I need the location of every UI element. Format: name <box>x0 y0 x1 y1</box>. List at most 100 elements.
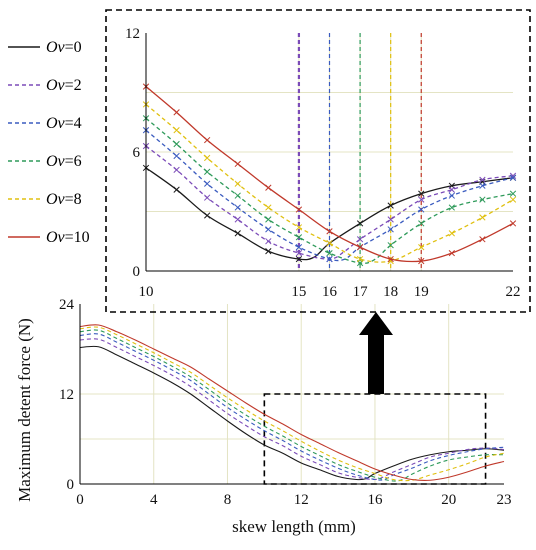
inset-y-tick-label: 12 <box>125 26 140 42</box>
inset-marker <box>448 192 455 199</box>
inset-marker <box>173 127 180 134</box>
inset-marker <box>479 236 486 243</box>
inset-marker <box>356 220 364 227</box>
inset-marker <box>204 194 211 201</box>
main-series-group <box>79 324 505 482</box>
inset-marker <box>418 244 425 251</box>
legend-item: Ov=0 <box>8 39 82 56</box>
inset-marker <box>418 190 425 197</box>
main-x-tick-label: 12 <box>294 492 309 508</box>
main-series-line-1 <box>79 338 505 481</box>
main-x-tick-label: 0 <box>76 492 84 508</box>
inset-marker <box>204 212 211 219</box>
legend-label: Ov=10 <box>46 229 90 246</box>
inset-marker <box>387 216 394 223</box>
legend-label: Ov=8 <box>46 191 82 208</box>
legend-item: Ov=10 <box>8 229 90 246</box>
legend-label: Ov=6 <box>46 153 82 170</box>
inset-marker <box>173 152 180 160</box>
inset-marker <box>173 140 180 148</box>
inset-tick-labels: 10 15 16 17 18 19 22 0 6 12 <box>125 26 521 300</box>
inset-marker <box>265 216 272 223</box>
inset-x-tick-label: 22 <box>506 284 521 300</box>
inset-marker <box>326 249 333 257</box>
inset-marker <box>418 257 425 265</box>
inset-marker <box>356 244 364 251</box>
inset-marker <box>173 109 180 116</box>
main-y-tick-label: 12 <box>59 387 74 403</box>
legend-label: Ov=0 <box>46 39 82 56</box>
main-series-line-4 <box>79 326 505 482</box>
inset-marker <box>448 186 455 193</box>
main-x-tick-label: 4 <box>150 492 158 508</box>
main-tick-labels: 0 4 8 12 16 20 23 0 12 24 <box>59 297 512 508</box>
main-x-tick-label: 8 <box>224 492 232 508</box>
inset-marker <box>448 204 455 211</box>
legend-label: Ov=2 <box>46 77 82 94</box>
inset-marker <box>173 166 180 174</box>
inset-marker <box>448 249 455 257</box>
inset-marker <box>204 180 211 187</box>
inset-marker <box>295 244 303 251</box>
inset-marker <box>509 196 517 203</box>
inset-marker <box>387 242 394 249</box>
inset-x-tick-label: 19 <box>414 284 429 300</box>
legend: Ov=0 Ov=2 Ov=4 Ov=6 Ov=8 Ov=10 <box>8 39 90 246</box>
inset-marker <box>204 168 211 175</box>
y-axis-title: Maximum detent force (N) <box>15 318 34 502</box>
legend-item: Ov=6 <box>8 153 82 170</box>
inset-marker <box>204 136 211 144</box>
x-axis-title: skew length (mm) <box>232 517 356 536</box>
inset-series-group <box>142 83 517 267</box>
legend-item: Ov=2 <box>8 77 82 94</box>
inset-marker <box>173 186 180 193</box>
inset-marker <box>295 249 303 257</box>
main-series-line-0 <box>79 345 505 481</box>
inset-marker <box>509 190 517 197</box>
inset-x-tick-label: 10 <box>139 284 154 300</box>
main-grid <box>80 304 504 484</box>
inset-y-tick-label: 0 <box>133 264 141 280</box>
main-x-tick-label: 20 <box>441 492 456 508</box>
inset-border <box>105 9 531 313</box>
inset-marker <box>326 228 333 235</box>
main-y-tick-label: 24 <box>59 297 75 313</box>
inset-marker <box>265 248 272 255</box>
inset-marker <box>418 196 425 203</box>
inset-x-tick-label: 18 <box>383 284 398 300</box>
main-x-tick-label: 16 <box>367 492 383 508</box>
inset-marker <box>479 196 486 203</box>
inset-marker <box>234 192 241 199</box>
inset-y-tick-label: 6 <box>133 145 141 161</box>
legend-item: Ov=4 <box>8 115 82 132</box>
inset-x-tick-label: 16 <box>322 284 338 300</box>
inset-marker <box>479 176 486 183</box>
inset-marker <box>418 206 425 213</box>
inset-marker <box>265 204 272 211</box>
inset-marker <box>265 226 272 233</box>
main-y-tick-label: 0 <box>67 477 75 493</box>
inset-marker <box>387 255 394 263</box>
inset-marker <box>387 226 394 233</box>
inset-x-tick-label: 15 <box>291 284 306 300</box>
inset-marker <box>295 255 303 263</box>
main-axes <box>79 304 504 485</box>
inset-marker <box>509 220 517 227</box>
inset-marker <box>356 236 364 243</box>
inset-marker <box>295 224 303 231</box>
inset-series-line-0 <box>145 167 514 261</box>
inset-marker <box>448 230 455 237</box>
inset-marker <box>234 180 241 187</box>
inset-marker <box>479 214 486 221</box>
inset-marker <box>326 255 333 263</box>
main-series-line-3 <box>79 329 505 482</box>
inset-series-line-1 <box>145 145 514 260</box>
zoom-arrow-icon <box>359 312 393 394</box>
inset-axes <box>145 33 513 272</box>
main-series-line-5 <box>79 324 505 481</box>
inset-marker <box>326 240 333 247</box>
inset-marker <box>204 154 211 162</box>
inset-marker <box>234 230 241 237</box>
inset-marker <box>265 238 272 245</box>
inset-marker <box>295 206 303 213</box>
